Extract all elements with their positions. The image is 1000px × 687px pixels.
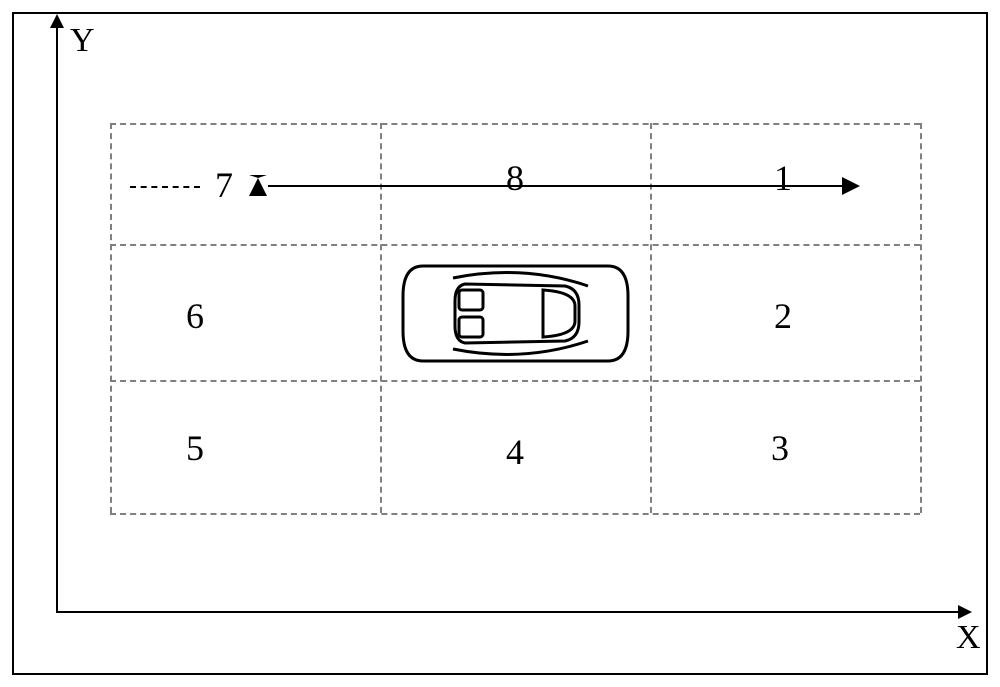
grid-row-1 bbox=[110, 244, 920, 246]
grid-col-2 bbox=[650, 123, 652, 513]
x-axis-line bbox=[56, 611, 958, 613]
grid-row-3 bbox=[110, 513, 920, 515]
y-axis-line bbox=[56, 28, 58, 611]
cell-label-5: 5 bbox=[186, 427, 204, 469]
grid-row-2 bbox=[110, 380, 920, 382]
cell-label-3: 3 bbox=[771, 427, 789, 469]
cell-label-8: 8 bbox=[506, 157, 524, 199]
grid-col-3 bbox=[920, 123, 922, 513]
cell-label-2: 2 bbox=[774, 295, 792, 337]
diagram-canvas: Y X 7 8 1 6 2 5 4 3 bbox=[0, 0, 1000, 687]
x-axis-arrowhead bbox=[958, 605, 972, 619]
top-dash-segment bbox=[130, 186, 200, 188]
inner-arrow-line bbox=[268, 185, 842, 187]
car-icon bbox=[393, 256, 638, 371]
y-axis-label: Y bbox=[70, 22, 95, 60]
cell-label-1: 1 bbox=[774, 157, 792, 199]
grid-col-0 bbox=[110, 123, 112, 513]
grid-row-0 bbox=[110, 123, 920, 125]
x-axis-label: X bbox=[956, 619, 981, 657]
inner-arrowhead-icon bbox=[842, 177, 860, 195]
grid-col-1 bbox=[380, 123, 382, 513]
cell-label-7: 7 bbox=[215, 164, 233, 206]
cell-label-6: 6 bbox=[186, 295, 204, 337]
cell-label-4: 4 bbox=[506, 431, 524, 473]
y-axis-arrowhead bbox=[50, 14, 64, 28]
triangle-marker-icon bbox=[249, 175, 267, 196]
